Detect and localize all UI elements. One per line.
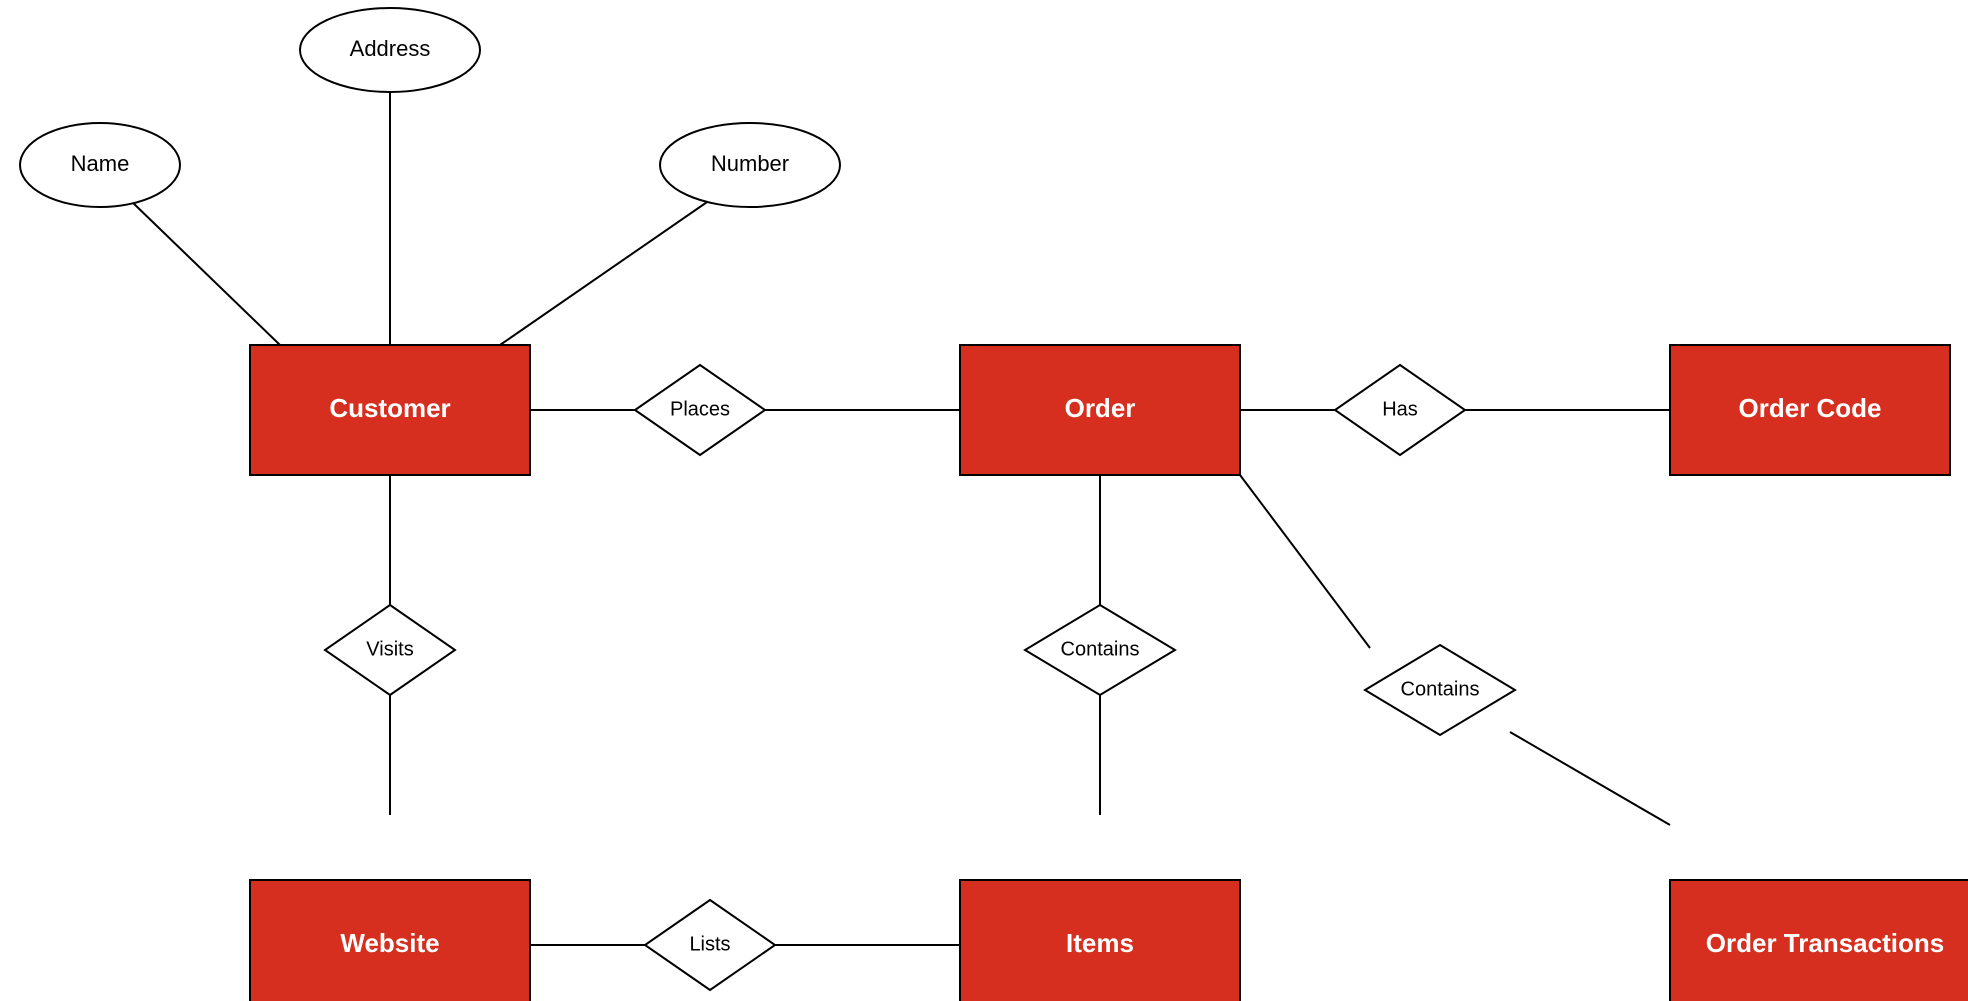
edge-name-customer bbox=[130, 200, 280, 345]
relationship-visits: Visits bbox=[325, 605, 455, 695]
entity-label: Items bbox=[1066, 928, 1134, 958]
relationship-has: Has bbox=[1335, 365, 1465, 455]
edge-order-contains2 bbox=[1240, 475, 1370, 648]
edge-number-customer bbox=[500, 200, 710, 345]
attribute-label: Number bbox=[711, 151, 789, 176]
entity-label: Order bbox=[1065, 393, 1136, 423]
attribute-label: Address bbox=[350, 36, 431, 61]
er-diagram: Name Address Number Places Has Visits Contains… bbox=[0, 0, 1968, 1001]
relationship-contains2: Contains bbox=[1365, 645, 1515, 735]
entity-label: Customer bbox=[329, 393, 450, 423]
attribute-label: Name bbox=[71, 151, 130, 176]
relationship-label: Lists bbox=[689, 933, 730, 955]
entity-customer: Customer bbox=[250, 345, 530, 475]
entity-label: Order Transactions bbox=[1706, 928, 1944, 958]
relationship-label: Contains bbox=[1061, 638, 1140, 660]
relationship-label: Places bbox=[670, 398, 730, 420]
entity-label: Order Code bbox=[1738, 393, 1881, 423]
relationship-label: Visits bbox=[366, 638, 413, 660]
attribute-address: Address bbox=[300, 8, 480, 92]
entity-website: Website bbox=[250, 880, 530, 1001]
edges-layer bbox=[130, 92, 1670, 945]
attribute-name: Name bbox=[20, 123, 180, 207]
attribute-number: Number bbox=[660, 123, 840, 207]
entity-order_transactions: Order Transactions bbox=[1670, 880, 1968, 1001]
edge-contains2-order_transactions bbox=[1510, 732, 1670, 825]
entity-items: Items bbox=[960, 880, 1240, 1001]
nodes-layer: Name Address Number Places Has Visits Contains… bbox=[20, 8, 1968, 1001]
entity-label: Website bbox=[340, 928, 439, 958]
relationship-label: Contains bbox=[1401, 678, 1480, 700]
relationship-places: Places bbox=[635, 365, 765, 455]
entity-order: Order bbox=[960, 345, 1240, 475]
relationship-lists: Lists bbox=[645, 900, 775, 990]
relationship-contains1: Contains bbox=[1025, 605, 1175, 695]
relationship-label: Has bbox=[1382, 398, 1418, 420]
entity-order_code: Order Code bbox=[1670, 345, 1950, 475]
